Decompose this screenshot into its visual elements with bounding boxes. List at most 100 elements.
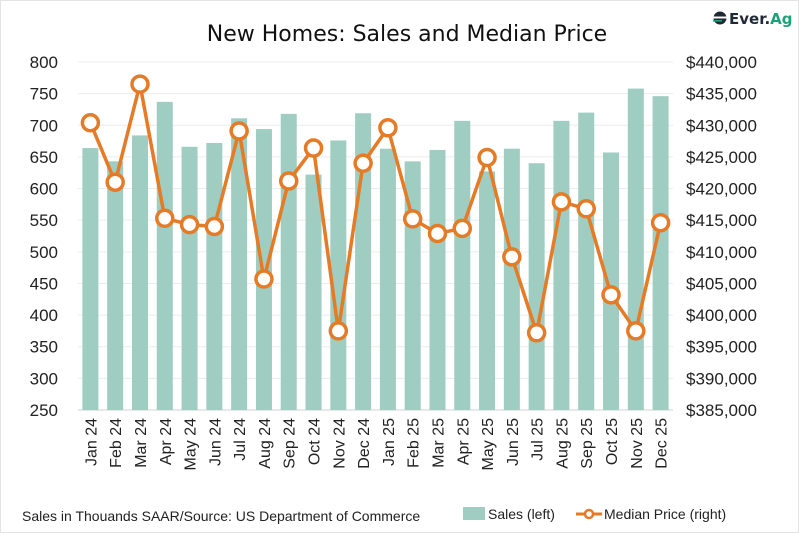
x-axis-tick: Mar 25: [430, 418, 447, 468]
x-axis-tick: Jun 24: [207, 418, 224, 466]
legend: Sales (left) Median Price (right): [463, 506, 726, 522]
x-axis-tick: Jan 25: [381, 418, 398, 466]
left-axis-tick: 800: [30, 53, 58, 72]
sales-bar: [553, 120, 570, 411]
sales-bar: [603, 152, 620, 411]
sales-bar: [479, 171, 496, 410]
x-axis-tick: May 25: [480, 418, 497, 471]
x-axis-tick: Jan 24: [83, 418, 100, 466]
ever-ag-logo-icon: [713, 11, 727, 25]
right-axis-tick: $425,000: [686, 148, 757, 167]
legend-sales-label: Sales (left): [488, 506, 555, 522]
sales-bar: [231, 118, 248, 410]
right-axis-tick: $400,000: [686, 306, 757, 325]
x-axis-tick: Aug 25: [554, 418, 571, 469]
left-axis-tick: 500: [30, 243, 58, 262]
sales-bar: [206, 142, 223, 411]
median-price-point: [378, 118, 398, 138]
x-axis-tick: Oct 24: [307, 418, 324, 465]
x-axis-tick: Sep 24: [282, 418, 299, 469]
legend-sales-swatch: [463, 507, 485, 520]
logo: Ever.Ag: [713, 10, 793, 28]
median-price-point: [179, 214, 200, 235]
median-price-point: [477, 147, 497, 168]
sales-bar: [330, 140, 347, 410]
right-axis-tick: $420,000: [686, 180, 757, 199]
left-axis-tick: 350: [30, 338, 58, 357]
sales-bar: [305, 174, 322, 410]
sales-bar: [429, 149, 446, 410]
left-axis-tick: 700: [30, 116, 58, 135]
left-axis-tick: 400: [30, 306, 58, 325]
right-axis-tick: $410,000: [686, 243, 757, 262]
median-price-point: [204, 216, 225, 237]
x-axis-tick: Jun 25: [505, 418, 522, 466]
right-axis-tick: $395,000: [686, 338, 757, 357]
sales-bar: [578, 112, 595, 411]
median-price-point: [328, 321, 349, 341]
x-axis-tick: Dec 25: [654, 418, 671, 469]
right-axis-tick: $430,000: [686, 116, 757, 135]
median-price-point: [452, 218, 473, 239]
x-axis-tick: Dec 24: [356, 418, 373, 469]
x-axis-tick: Feb 24: [108, 418, 125, 468]
x-axis-tick: Feb 25: [406, 418, 423, 468]
x-axis-tick: Oct 25: [604, 418, 621, 465]
x-axis-tick: Apr 24: [158, 418, 175, 465]
left-axis-tick: 650: [30, 148, 58, 167]
sales-bar: [454, 120, 471, 411]
left-axis-tick: 250: [30, 401, 58, 420]
sales-bar: [181, 146, 198, 410]
x-axis-tick: Mar 24: [133, 418, 150, 468]
right-axis-tick: $415,000: [686, 211, 757, 230]
right-axis-tick: $390,000: [686, 369, 757, 388]
median-price-point: [526, 323, 547, 343]
median-price-point: [80, 112, 101, 133]
left-axis-tick: 750: [30, 85, 58, 104]
median-price-point: [650, 212, 671, 233]
x-axis-tick: Apr 25: [455, 418, 472, 465]
median-price-point: [130, 74, 150, 94]
sales-bar: [503, 148, 520, 410]
median-price-point: [502, 247, 522, 267]
median-price-point: [254, 269, 274, 289]
x-axis-tick: Aug 24: [257, 418, 274, 469]
x-axis-tick: Nov 25: [629, 418, 646, 469]
sales-bar: [131, 135, 148, 410]
median-price-point: [105, 172, 125, 192]
sales-bar: [652, 96, 669, 411]
sales-bar: [107, 161, 124, 410]
sales-bar: [156, 101, 173, 410]
median-price-point: [278, 171, 299, 191]
svg-text:Ever.Ag: Ever.Ag: [729, 10, 793, 28]
left-axis-tick: 450: [30, 274, 58, 293]
median-price-point: [402, 209, 423, 229]
logo-text-ag: Ag: [770, 10, 792, 28]
x-axis-tick: Jul 24: [232, 418, 249, 461]
x-axis-tick: Jul 25: [530, 418, 547, 461]
legend-price-swatch: [576, 508, 602, 520]
right-axis-tick: $440,000: [686, 53, 757, 72]
median-price-point: [626, 321, 646, 341]
sales-bar: [82, 148, 99, 410]
x-axis-tick: Sep 25: [579, 418, 596, 469]
left-axis-tick: 550: [30, 211, 58, 230]
right-axis-tick: $405,000: [686, 274, 757, 293]
median-price-point: [229, 121, 249, 141]
source-note: Sales in Thouands SAAR/Source: US Depart…: [22, 508, 420, 524]
left-axis-tick: 300: [30, 369, 58, 388]
x-axis-tick: Nov 24: [331, 418, 348, 469]
right-axis-tick: $435,000: [686, 85, 757, 104]
x-axis-tick: May 24: [183, 418, 200, 471]
sales-bar: [528, 163, 545, 410]
median-price-point: [601, 285, 621, 305]
legend-price-label: Median Price (right): [604, 506, 726, 522]
median-price-line: [88, 82, 663, 335]
sales-bar: [379, 148, 396, 410]
median-price-point: [551, 192, 572, 212]
right-axis-tick: $385,000: [686, 401, 757, 420]
median-price-point: [353, 153, 373, 173]
logo-text-ever: Ever.: [729, 10, 770, 28]
chart-title: New Homes: Sales and Median Price: [207, 22, 607, 47]
